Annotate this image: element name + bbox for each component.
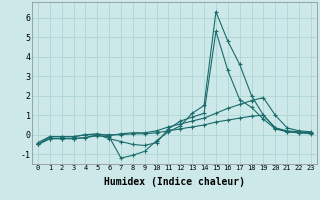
X-axis label: Humidex (Indice chaleur): Humidex (Indice chaleur) <box>104 177 245 187</box>
